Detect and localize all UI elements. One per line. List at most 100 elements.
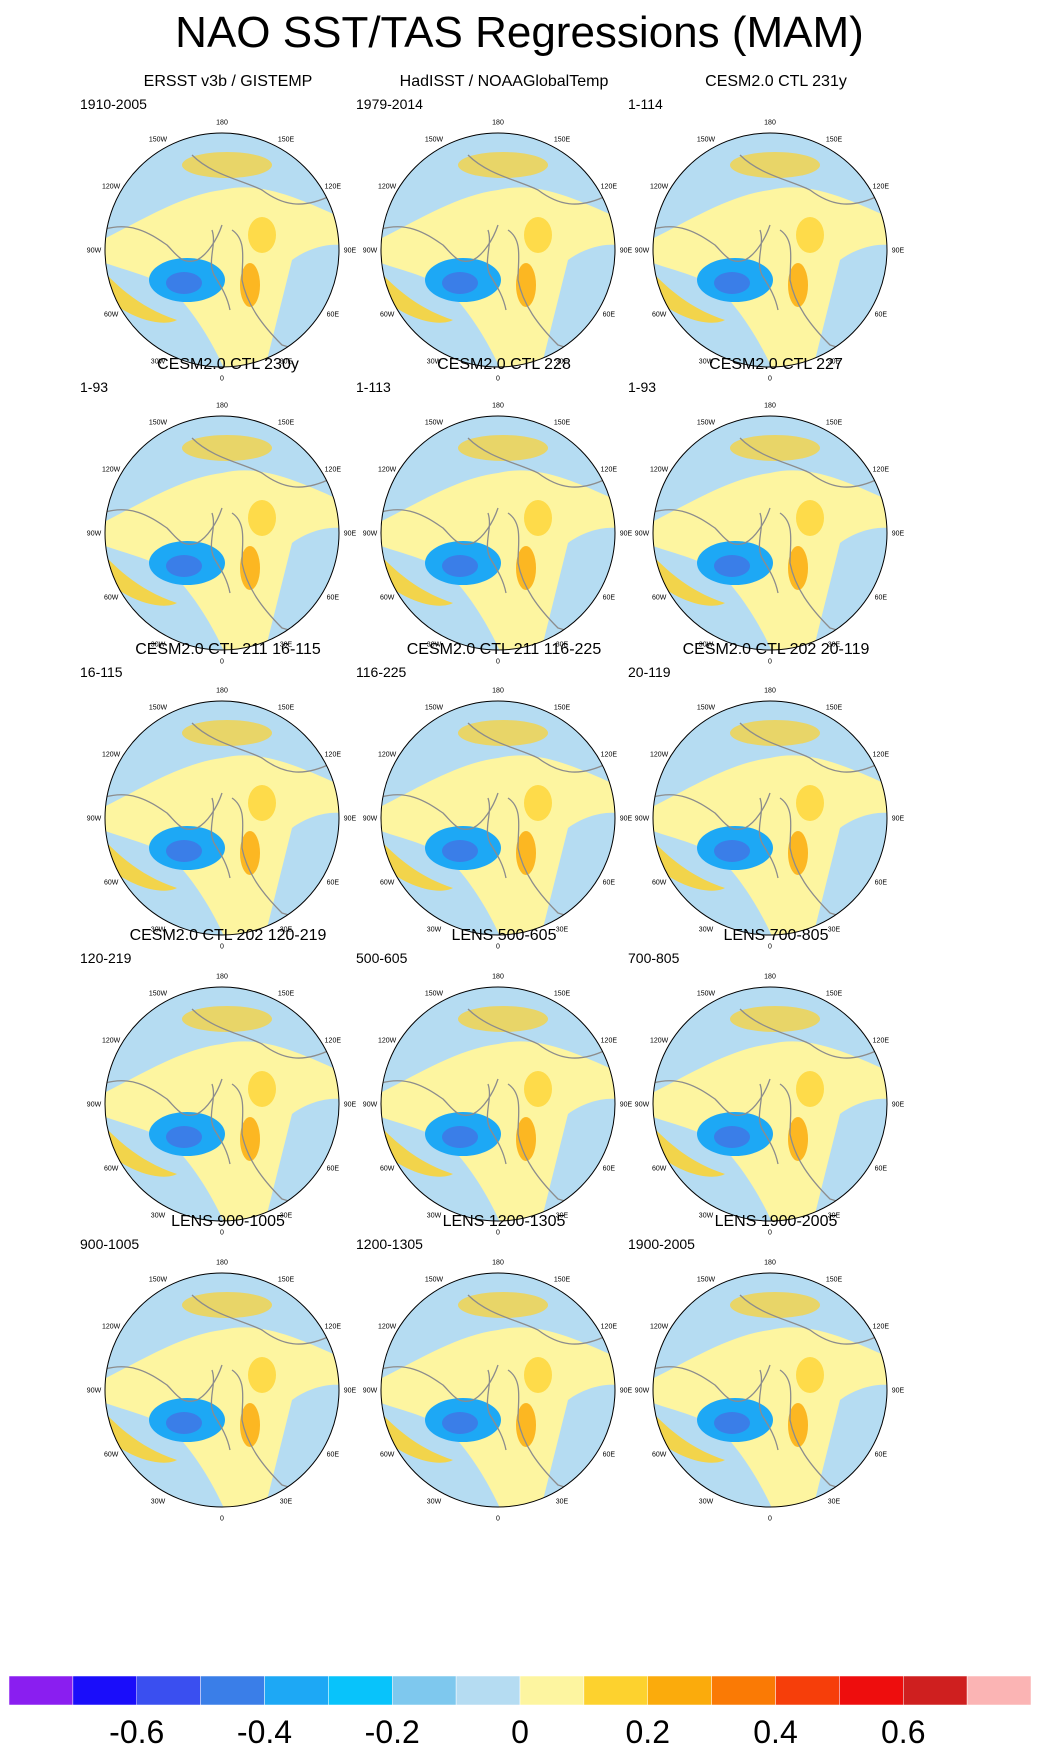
polar-stereographic-map: 180 150E 120E 90E 60E 30E 0 30W 60W 90W 120W 150W: [87, 120, 357, 383]
panel-title: CESM2.0 CTL 211 116-225: [406, 641, 602, 658]
panel-period: 1910-2005: [80, 96, 147, 112]
pacific-ocean-region: [381, 701, 615, 808]
pacific-warm-anomaly: [730, 1292, 820, 1318]
panel-title: CESM2.0 CTL 227: [709, 356, 843, 373]
colorbar-swatch: [72, 1676, 137, 1705]
pacific-warm-anomaly: [458, 1292, 548, 1318]
longitude-label: 30W: [151, 358, 166, 365]
longitude-label: 90E: [892, 1102, 905, 1109]
subtropical-warm-band: [381, 1129, 453, 1177]
longitude-label: 120W: [102, 184, 121, 191]
longitude-label: 120E: [325, 1324, 342, 1331]
longitude-label: 0: [768, 376, 772, 383]
longitude-label: 60W: [652, 595, 667, 602]
longitude-label: 60W: [652, 1452, 667, 1459]
longitude-label: 120W: [102, 1324, 121, 1331]
panel-title: LENS 500-605: [451, 927, 557, 944]
panel-period: 500-605: [356, 950, 408, 966]
longitude-label: 150E: [554, 420, 571, 427]
panel-title: ERSST v3b / GISTEMP: [143, 73, 313, 90]
longitude-label: 180: [216, 974, 228, 981]
longitude-label: 60E: [603, 312, 616, 319]
colorbar-labels: -0.6 -0.4 -0.2 0 0.2 0.4 0.6: [0, 1706, 1039, 1756]
colorbar-swatch: [519, 1676, 585, 1705]
siberia-warm-anomaly: [796, 1071, 824, 1107]
longitude-label: 90E: [620, 531, 633, 538]
longitude-label: 60E: [327, 880, 340, 887]
map-panel: HadISST / NOAAGlobalTemp 1979-2014 180 150E…: [346, 72, 656, 390]
longitude-label: 90W: [363, 1388, 378, 1395]
eurasia-warm-anomaly: [788, 831, 808, 875]
longitude-label: 60E: [603, 1166, 616, 1173]
longitude-label: 30E: [280, 1212, 293, 1219]
longitude-label: 120W: [650, 184, 669, 191]
longitude-label: 90E: [620, 1388, 633, 1395]
colorbar-swatch: [328, 1676, 393, 1705]
longitude-label: 60W: [104, 312, 119, 319]
colorbar-swatch: [583, 1676, 648, 1705]
colorbar-swatch: [711, 1676, 776, 1705]
longitude-label: 90W: [363, 531, 378, 538]
polar-stereographic-map: 180 150E 120E 90E 60E 30E 0 30W 60W 90W 120W 150W: [635, 403, 905, 666]
colorbar-swatch: [200, 1676, 265, 1705]
longitude-label: 120E: [325, 752, 342, 759]
longitude-label: 0: [768, 944, 772, 951]
longitude-label: 30E: [556, 1498, 569, 1505]
longitude-label: 0: [220, 944, 224, 951]
polar-stereographic-map: 180 150E 120E 90E 60E 30E 0 30W 60W 90W 120W 150W: [363, 403, 633, 666]
map-field: [105, 701, 339, 935]
longitude-label: 30W: [151, 1498, 166, 1505]
longitude-label: 180: [216, 403, 228, 410]
north-atlantic-core-anomaly: [166, 272, 202, 294]
longitude-label: 90W: [87, 816, 102, 823]
longitude-label: 150W: [425, 705, 444, 712]
map-panel: LENS 900-1005 900-1005 180 150E 120E 90E 60E 30…: [70, 1212, 380, 1530]
longitude-label: 60W: [104, 1452, 119, 1459]
polar-stereographic-map: 180 150E 120E 90E 60E 30E 0 30W 60W 90W 120W 150W: [363, 974, 633, 1237]
longitude-label: 30E: [280, 641, 293, 648]
map-field: [653, 133, 887, 367]
map-boundary: [380, 700, 616, 936]
map-field: [381, 133, 615, 367]
polar-stereographic-map: 180 150E 120E 90E 60E 30E 0 30W 60W 90W 120W 150W: [635, 120, 905, 383]
subtropical-warm-band: [105, 843, 177, 891]
map-boundary: [380, 1272, 616, 1508]
longitude-label: 90E: [620, 248, 633, 255]
siberia-warm-anomaly: [524, 217, 552, 253]
longitude-label: 120W: [650, 1324, 669, 1331]
panel-period: 1-93: [80, 379, 109, 395]
longitude-label: 120E: [601, 467, 618, 474]
pacific-ocean-region: [105, 987, 339, 1094]
longitude-label: 150W: [425, 420, 444, 427]
siberia-warm-anomaly: [796, 785, 824, 821]
eurasia-warm-anomaly: [240, 1403, 260, 1447]
siberia-warm-anomaly: [524, 500, 552, 536]
map-field: [105, 133, 339, 367]
panel-title: LENS 1200-1305: [442, 1213, 566, 1230]
colorbar-tick-label: 0.2: [625, 1714, 670, 1750]
panel-title: CESM2.0 CTL 211 16-115: [135, 641, 321, 658]
eurasia-warm-anomaly: [240, 546, 260, 590]
map-panel: LENS 700-805 700-805 180 150E 120E 90E 60E 30E 0…: [618, 926, 928, 1244]
pacific-ocean-region: [653, 133, 887, 240]
siberia-warm-anomaly: [796, 500, 824, 536]
longitude-label: 180: [216, 120, 228, 127]
map-field: [381, 1273, 615, 1507]
pacific-ocean-region: [381, 1273, 615, 1380]
pacific-warm-anomaly: [182, 1006, 272, 1032]
pacific-warm-anomaly: [730, 1006, 820, 1032]
longitude-label: 150W: [697, 991, 716, 998]
longitude-label: 120W: [102, 1038, 121, 1045]
longitude-label: 150W: [697, 705, 716, 712]
longitude-label: 150E: [278, 991, 295, 998]
map-panel: LENS 1900-2005 1900-2005 180 150E 120E 90E 60E…: [618, 1212, 928, 1530]
longitude-label: 120E: [873, 1324, 890, 1331]
colorbar-tick-label: 0: [511, 1714, 529, 1750]
colorbar-swatch: [647, 1676, 712, 1705]
map-field: [381, 701, 615, 935]
longitude-label: 90E: [620, 1102, 633, 1109]
pacific-ocean-region: [653, 987, 887, 1094]
map-field: [653, 987, 887, 1221]
map-boundary: [104, 1272, 340, 1508]
pacific-ocean-region: [105, 701, 339, 808]
